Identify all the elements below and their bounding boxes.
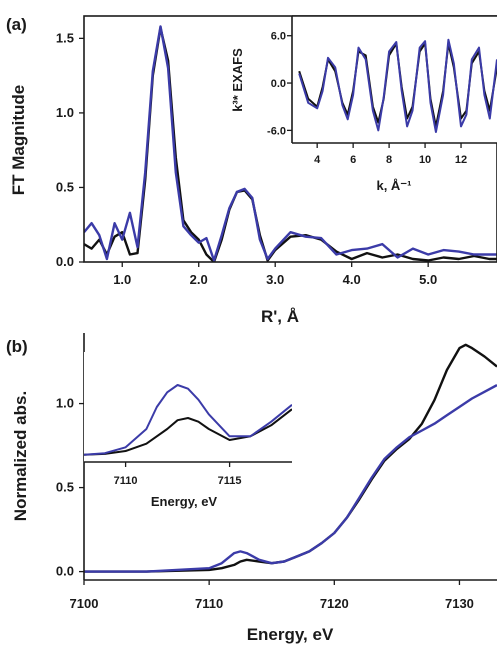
x-tick-label: 7110 — [195, 596, 223, 611]
y-tick-label: 0.5 — [56, 179, 74, 194]
panel-label: (b) — [6, 337, 28, 356]
x-tick-label: 7120 — [320, 596, 349, 611]
panel-b: 7100 7110 7120 7130 0.0 0.5 1.0 Energy, eV Norma… — [6, 333, 497, 644]
inset-background — [84, 352, 292, 462]
y-tick-label: 0.5 — [56, 480, 74, 495]
x-tick-label: 7100 — [70, 596, 99, 611]
series-line-1 — [84, 25, 497, 262]
x-tick-label: 8 — [386, 154, 392, 166]
y-tick-label: 0.0 — [56, 254, 74, 269]
x-tick-label: 7130 — [445, 596, 474, 611]
x-tick-label: 10 — [419, 154, 431, 166]
panel-a-inset: 4 6 8 10 12 -6.0 0.0 6.0 k, Å⁻¹ k³* EXAFS — [230, 15, 497, 193]
plot-frame — [83, 15, 497, 263]
y-axis-label: FT Magnitude — [9, 85, 28, 195]
series-line-1 — [298, 38, 497, 133]
x-axis-label: k, Å⁻¹ — [376, 178, 411, 193]
y-tick-label: 1.0 — [56, 105, 74, 120]
y-tick-label: 0.0 — [56, 564, 74, 579]
x-tick-label: 4.0 — [343, 272, 361, 287]
x-axis-label: R', Å — [261, 307, 299, 326]
x-tick-label: 2.0 — [190, 272, 208, 287]
x-tick-label: 4 — [314, 154, 321, 166]
y-axis-label: Normalized abs. — [11, 391, 30, 521]
x-tick-label: 7110 — [114, 475, 138, 487]
series-line-1 — [84, 384, 292, 456]
inset-background — [292, 16, 497, 143]
x-axis-label: Energy, eV — [151, 494, 218, 509]
x-tick-label: 6 — [350, 154, 356, 166]
y-tick-label: 6.0 — [271, 31, 286, 43]
y-tick-label: 1.5 — [56, 30, 74, 45]
x-tick-label: 7115 — [218, 475, 242, 487]
x-axis-label: Energy, eV — [247, 625, 334, 644]
y-tick-label: -6.0 — [267, 125, 286, 137]
x-tick-label: 5.0 — [419, 272, 437, 287]
x-tick-label: 3.0 — [266, 272, 284, 287]
x-tick-label: 12 — [455, 154, 467, 166]
x-tick-label: 1.0 — [113, 272, 131, 287]
y-tick-label: 0.0 — [271, 78, 286, 90]
panel-a: 1.0 2.0 3.0 4.0 5.0 0.0 0.5 1.0 1.5 R', Å FT Magni… — [6, 15, 497, 326]
panel-label: (a) — [6, 15, 27, 34]
y-tick-label: 1.0 — [56, 396, 74, 411]
series-line-1 — [84, 384, 497, 573]
y-axis-label: k³* EXAFS — [230, 48, 245, 112]
